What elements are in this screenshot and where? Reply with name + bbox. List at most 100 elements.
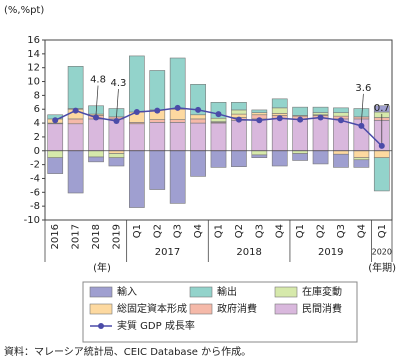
x-tick-label: Q1 (377, 224, 388, 238)
bar-segment (231, 109, 247, 115)
y-tick-label: 4 (34, 118, 40, 129)
bar-segment (251, 109, 268, 113)
legend-swatch (274, 286, 298, 298)
y-tick-label: 0 (34, 146, 40, 157)
bar-segment (210, 150, 227, 168)
bar-segment (333, 107, 349, 113)
y-tick-label: 6 (34, 104, 40, 115)
bar-segment (129, 55, 145, 113)
y-tick-label: 16 (27, 35, 40, 46)
bar-segment (88, 150, 104, 158)
bar-segment (312, 112, 329, 116)
x-tick-label: 2018 (91, 224, 102, 249)
bar-segment (312, 150, 329, 165)
legend-label: 輸入 (117, 285, 137, 298)
group-label: 2017 (155, 247, 180, 258)
gdp-point (133, 109, 140, 115)
bar-segment (88, 118, 104, 152)
bar-segment (210, 102, 227, 119)
bar-segment (292, 150, 308, 154)
bar-segment (190, 118, 206, 124)
y-tick-label: -8 (30, 201, 40, 212)
legend-label: 輸出 (217, 285, 237, 298)
bar-segment (251, 150, 268, 156)
bar-segment (373, 157, 390, 192)
bar-segment (333, 150, 349, 155)
bar-segment (292, 119, 308, 152)
bar-segment (271, 113, 288, 116)
group-label: 2018 (236, 247, 261, 258)
bar-segment (88, 156, 104, 163)
bar-segment (292, 153, 308, 161)
data-label: 0.7 (374, 103, 390, 114)
bar-segment (149, 119, 166, 123)
bar-segment (271, 150, 288, 167)
bar-segment (373, 150, 390, 158)
bar-segment (353, 150, 370, 158)
bar-segment (169, 119, 186, 123)
data-label: 3.6 (355, 83, 371, 94)
x-tick-label: Q4 (275, 224, 286, 238)
legend-label: 政府消費 (217, 302, 257, 315)
legend-swatch (274, 303, 298, 315)
bar-segment (251, 112, 268, 116)
y-tick-label: 8 (34, 90, 40, 101)
gdp-point (174, 104, 181, 111)
bar-segment (231, 102, 247, 111)
group-label: 2019 (318, 247, 343, 258)
plot-frame (44, 39, 393, 221)
gdp-point (337, 117, 344, 124)
bar-segment (67, 123, 84, 152)
bar-segment (67, 150, 84, 194)
bar-segment (47, 150, 64, 158)
x-tick-label: Q3 (336, 224, 347, 238)
x-unit-quarter: (年期) (368, 261, 396, 274)
bar-segment (149, 70, 166, 111)
legend-marker (98, 323, 104, 329)
bar-segment (251, 154, 268, 158)
bar-segment (129, 123, 145, 152)
gdp-point (297, 116, 304, 123)
bar-segment (190, 84, 206, 116)
x-tick-label: 2016 (50, 224, 61, 249)
x-tick-label: Q3 (254, 224, 265, 238)
bar-segment (210, 117, 227, 122)
bar-segment (333, 118, 349, 152)
bar-segment (271, 117, 288, 152)
bar-segment (149, 122, 166, 152)
x-tick-label: Q4 (193, 224, 204, 238)
x-tick-label: 2019 (111, 224, 122, 249)
gdp-point (195, 106, 202, 113)
y-tick-label: -2 (30, 160, 40, 171)
bar-segment (312, 117, 329, 152)
y-tick-label: 10 (27, 77, 40, 88)
gdp-point (113, 118, 120, 124)
bar-segment (271, 107, 288, 114)
gdp-point (72, 107, 79, 114)
legend-box (82, 281, 358, 343)
gdp-point (256, 117, 263, 124)
x-tick-label: Q1 (295, 224, 306, 238)
y-tick-label: 2 (34, 132, 40, 143)
bar-segment (292, 106, 308, 116)
y-tick-label: -6 (30, 187, 40, 198)
y-tick-label: -4 (30, 173, 40, 184)
bar-segment (108, 150, 125, 154)
legend-swatch (89, 286, 113, 298)
x-unit: (年) (93, 261, 111, 274)
bar-segment (231, 120, 247, 152)
x-tick-label: Q1 (132, 224, 143, 238)
legend-swatch (89, 303, 113, 315)
y-tick-label: 12 (27, 63, 40, 74)
legend-label: 在庫変動 (302, 285, 342, 298)
bar-segment (353, 157, 370, 161)
gdp-point (358, 122, 365, 129)
x-tick-label: Q2 (234, 224, 245, 238)
x-tick-label: Q2 (152, 224, 163, 238)
x-tick-label: Q4 (356, 224, 367, 238)
bar-segment (108, 157, 125, 167)
bar-segment (373, 105, 390, 113)
gdp-point (378, 142, 385, 149)
bar-segment (312, 106, 329, 113)
